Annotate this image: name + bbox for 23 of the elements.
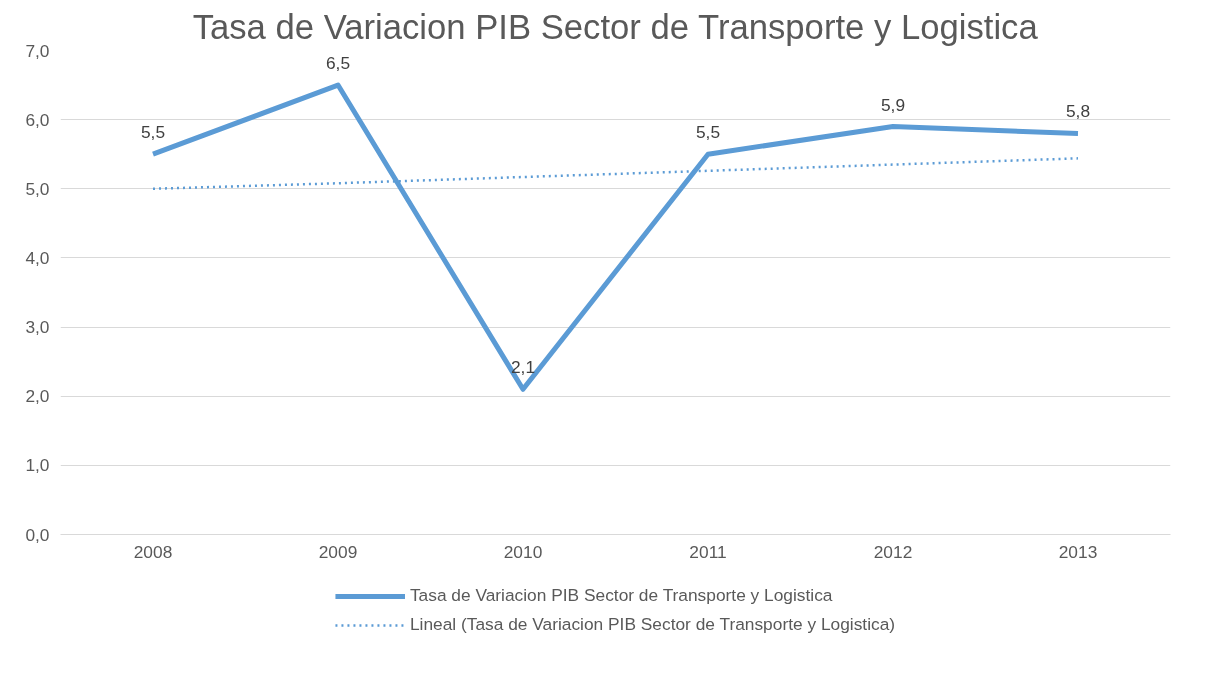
y-tick-label: 1,0 (25, 455, 50, 476)
y-tick-label: 4,0 (25, 247, 50, 268)
y-tick-label: 7,0 (25, 40, 50, 61)
x-tick-label: 2009 (318, 541, 358, 562)
y-tick-label: 0,0 (25, 524, 50, 545)
x-tick-label: 2012 (873, 541, 913, 562)
legend-label: Tasa de Variacion PIB Sector de Transporte y Logistica (409, 585, 833, 606)
chart-title: Tasa de Variacion PIB Sector de Transporte y Logistica (192, 7, 1039, 46)
data-label: 2,1 (510, 357, 536, 378)
data-label: 5,9 (880, 94, 906, 115)
data-label: 6,5 (325, 53, 351, 74)
y-tick-label: 5,0 (25, 178, 50, 199)
data-label: 5,8 (1065, 101, 1091, 122)
y-tick-label: 6,0 (25, 109, 50, 130)
x-tick-label: 2011 (689, 541, 727, 562)
y-tick-label: 3,0 (25, 317, 50, 338)
x-tick-label: 2013 (1058, 541, 1098, 562)
x-tick-label: 2010 (503, 541, 543, 562)
data-label: 5,5 (140, 122, 166, 143)
legend-label: Lineal (Tasa de Variacion PIB Sector de Transporte y Logistica) (409, 614, 896, 635)
y-tick-label: 2,0 (25, 386, 50, 407)
data-label: 5,5 (695, 122, 721, 143)
x-tick-label: 2008 (133, 541, 173, 562)
